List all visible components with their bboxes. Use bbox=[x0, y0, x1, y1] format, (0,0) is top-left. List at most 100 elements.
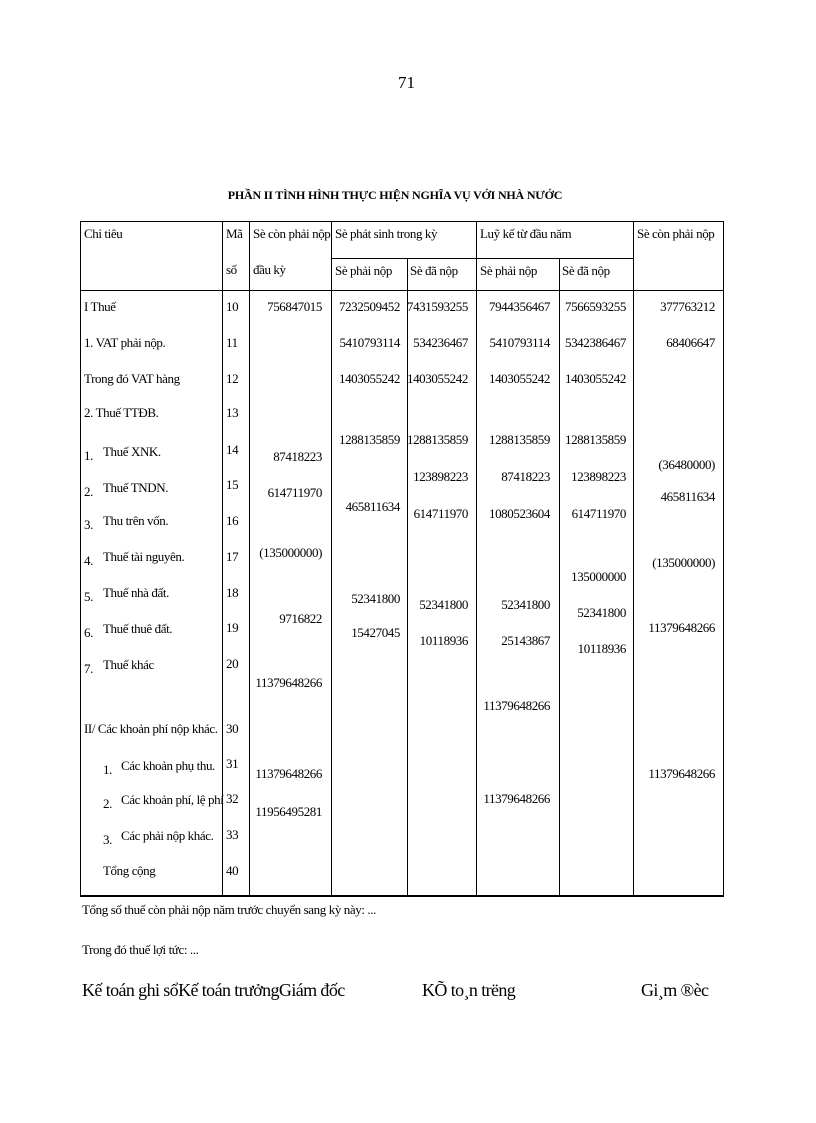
table-cell-value: 7431593255 bbox=[406, 299, 468, 314]
table-cell-value: 123898223 bbox=[571, 469, 626, 484]
table-cell-value: 52341800 bbox=[577, 605, 626, 620]
row-label: Các khoản phí, lệ phí bbox=[121, 792, 224, 807]
table-cell-value: 377763212 bbox=[660, 299, 715, 314]
note-carried-over: Tổng số thuế còn phải nộp năm trước chuy… bbox=[82, 902, 376, 917]
table-cell-value: 52341800 bbox=[501, 597, 550, 612]
table-cell-value: 11956495281 bbox=[255, 804, 322, 819]
table-cell-value: 614711970 bbox=[413, 506, 469, 521]
table-cell-value: 87418223 bbox=[501, 469, 550, 484]
row-code: 17 bbox=[226, 549, 239, 564]
table-cell-value: 25143867 bbox=[501, 633, 550, 648]
table-cell-value: 1288135859 bbox=[488, 432, 550, 447]
signature-director: Gi¸m ®èc bbox=[641, 980, 709, 1000]
row-number: 4. bbox=[84, 553, 93, 568]
row-code: 40 bbox=[226, 863, 239, 878]
row-label: Thuế thuê đất. bbox=[103, 621, 173, 636]
table-border bbox=[80, 895, 724, 897]
table-border bbox=[331, 221, 332, 896]
row-code: 15 bbox=[226, 477, 239, 492]
header-ma-so: Mã bbox=[226, 226, 243, 241]
table-border bbox=[407, 258, 408, 896]
row-code: 20 bbox=[226, 656, 239, 671]
table-cell-value: 1288135859 bbox=[564, 432, 626, 447]
table-cell-value: 9716822 bbox=[279, 611, 322, 626]
header-ps-phai-nop: Sè phải nộp bbox=[335, 263, 392, 278]
table-border bbox=[476, 221, 477, 896]
table-cell-value: 534236467 bbox=[413, 335, 468, 350]
row-label: Thuế TNDN. bbox=[103, 480, 169, 495]
table-cell-value: 87418223 bbox=[273, 449, 322, 464]
table-cell-value: 68406647 bbox=[666, 335, 715, 350]
signature-accountants: Kế toán ghi sổKế toán trưởngGiám đốc bbox=[82, 980, 345, 1000]
table-border bbox=[80, 290, 724, 291]
table-border bbox=[331, 258, 634, 259]
table-cell-value: 1403055242 bbox=[338, 371, 400, 386]
row-code: 18 bbox=[226, 585, 239, 600]
row-number: 2. bbox=[103, 796, 112, 811]
table-cell-value: 11379648266 bbox=[648, 620, 715, 635]
table-cell-value: 11379648266 bbox=[483, 698, 550, 713]
table-cell-value: 465811634 bbox=[660, 489, 716, 504]
table-cell-value: 1288135859 bbox=[406, 432, 468, 447]
row-number: 7. bbox=[84, 661, 93, 676]
page-number: 71 bbox=[398, 73, 415, 92]
header-ps-da-nop: Sè đã nộp bbox=[410, 263, 458, 278]
table-cell-value: 7944356467 bbox=[488, 299, 550, 314]
table-cell-value: 52341800 bbox=[351, 591, 400, 606]
table-cell-value: 11379648266 bbox=[255, 766, 322, 781]
row-label: Thu trên vốn. bbox=[103, 513, 169, 528]
row-label: 1. VAT phải nộp. bbox=[84, 335, 166, 350]
row-code: 32 bbox=[226, 791, 239, 806]
row-label: Thuế XNK. bbox=[103, 444, 161, 459]
row-label: Thuế tài nguyên. bbox=[103, 549, 185, 564]
header-con-cuoi: Sè còn phải nộp bbox=[637, 226, 715, 241]
row-code: 33 bbox=[226, 827, 239, 842]
table-cell-value: 614711970 bbox=[571, 506, 627, 521]
table-cell-value: 5410793114 bbox=[339, 335, 400, 350]
row-code: 19 bbox=[226, 620, 239, 635]
table-cell-value: 10118936 bbox=[419, 633, 469, 648]
table-cell-value: 11379648266 bbox=[483, 791, 550, 806]
header-lk-phai-nop: Sè phải nộp bbox=[480, 263, 537, 278]
table-cell-value: 11379648266 bbox=[255, 675, 322, 690]
table-border bbox=[559, 258, 560, 896]
table-cell-value: 5342386467 bbox=[564, 335, 626, 350]
table-border bbox=[222, 221, 223, 896]
table-cell-value: 11379648266 bbox=[648, 766, 715, 781]
row-label: Tổng cộng bbox=[103, 863, 156, 878]
table-cell-value: (36480000) bbox=[658, 457, 715, 472]
table-cell-value: 5410793114 bbox=[489, 335, 550, 350]
row-number: 1. bbox=[84, 448, 93, 463]
row-number: 3. bbox=[84, 517, 93, 532]
header-con-dau-ky: Sè còn phải nộp bbox=[253, 226, 331, 241]
signature-chief-accountant: KÕ to¸n tr­ëng bbox=[422, 980, 516, 1000]
row-label: II/ Các khoản phí nộp khác. bbox=[84, 721, 218, 736]
table-cell-value: 52341800 bbox=[419, 597, 468, 612]
row-code: 10 bbox=[226, 299, 239, 314]
table-cell-value: (135000000) bbox=[652, 555, 715, 570]
row-number: 2. bbox=[84, 484, 93, 499]
table-cell-value: 756847015 bbox=[267, 299, 322, 314]
row-code: 11 bbox=[226, 335, 238, 350]
row-label: I Thuế bbox=[84, 299, 116, 314]
table-border bbox=[80, 221, 81, 896]
header-ma-so: số bbox=[226, 262, 237, 277]
table-cell-value: 123898223 bbox=[413, 469, 468, 484]
header-luy-ke: Luỹ kế từ đầu năm bbox=[480, 226, 572, 241]
row-code: 30 bbox=[226, 721, 239, 736]
row-code: 14 bbox=[226, 442, 239, 457]
section-title: PHẦN II TÌNH HÌNH THỰC HIỆN NGHĨA VỤ VỚI… bbox=[227, 188, 563, 202]
table-cell-value: 614711970 bbox=[267, 485, 323, 500]
row-number: 3. bbox=[103, 832, 112, 847]
row-code: 13 bbox=[226, 405, 239, 420]
table-cell-value: 1288135859 bbox=[338, 432, 400, 447]
table-cell-value: 7232509452 bbox=[338, 299, 400, 314]
table-border bbox=[723, 221, 724, 896]
row-code: 16 bbox=[226, 513, 239, 528]
table-cell-value: 135000000 bbox=[571, 569, 626, 584]
header-lk-da-nop: Sè đã nộp bbox=[562, 263, 610, 278]
row-number: 5. bbox=[84, 589, 93, 604]
table-border bbox=[633, 221, 634, 896]
table-cell-value: 465811634 bbox=[345, 499, 401, 514]
header-phat-sinh: Sè phát sinh trong kỳ bbox=[335, 226, 438, 241]
